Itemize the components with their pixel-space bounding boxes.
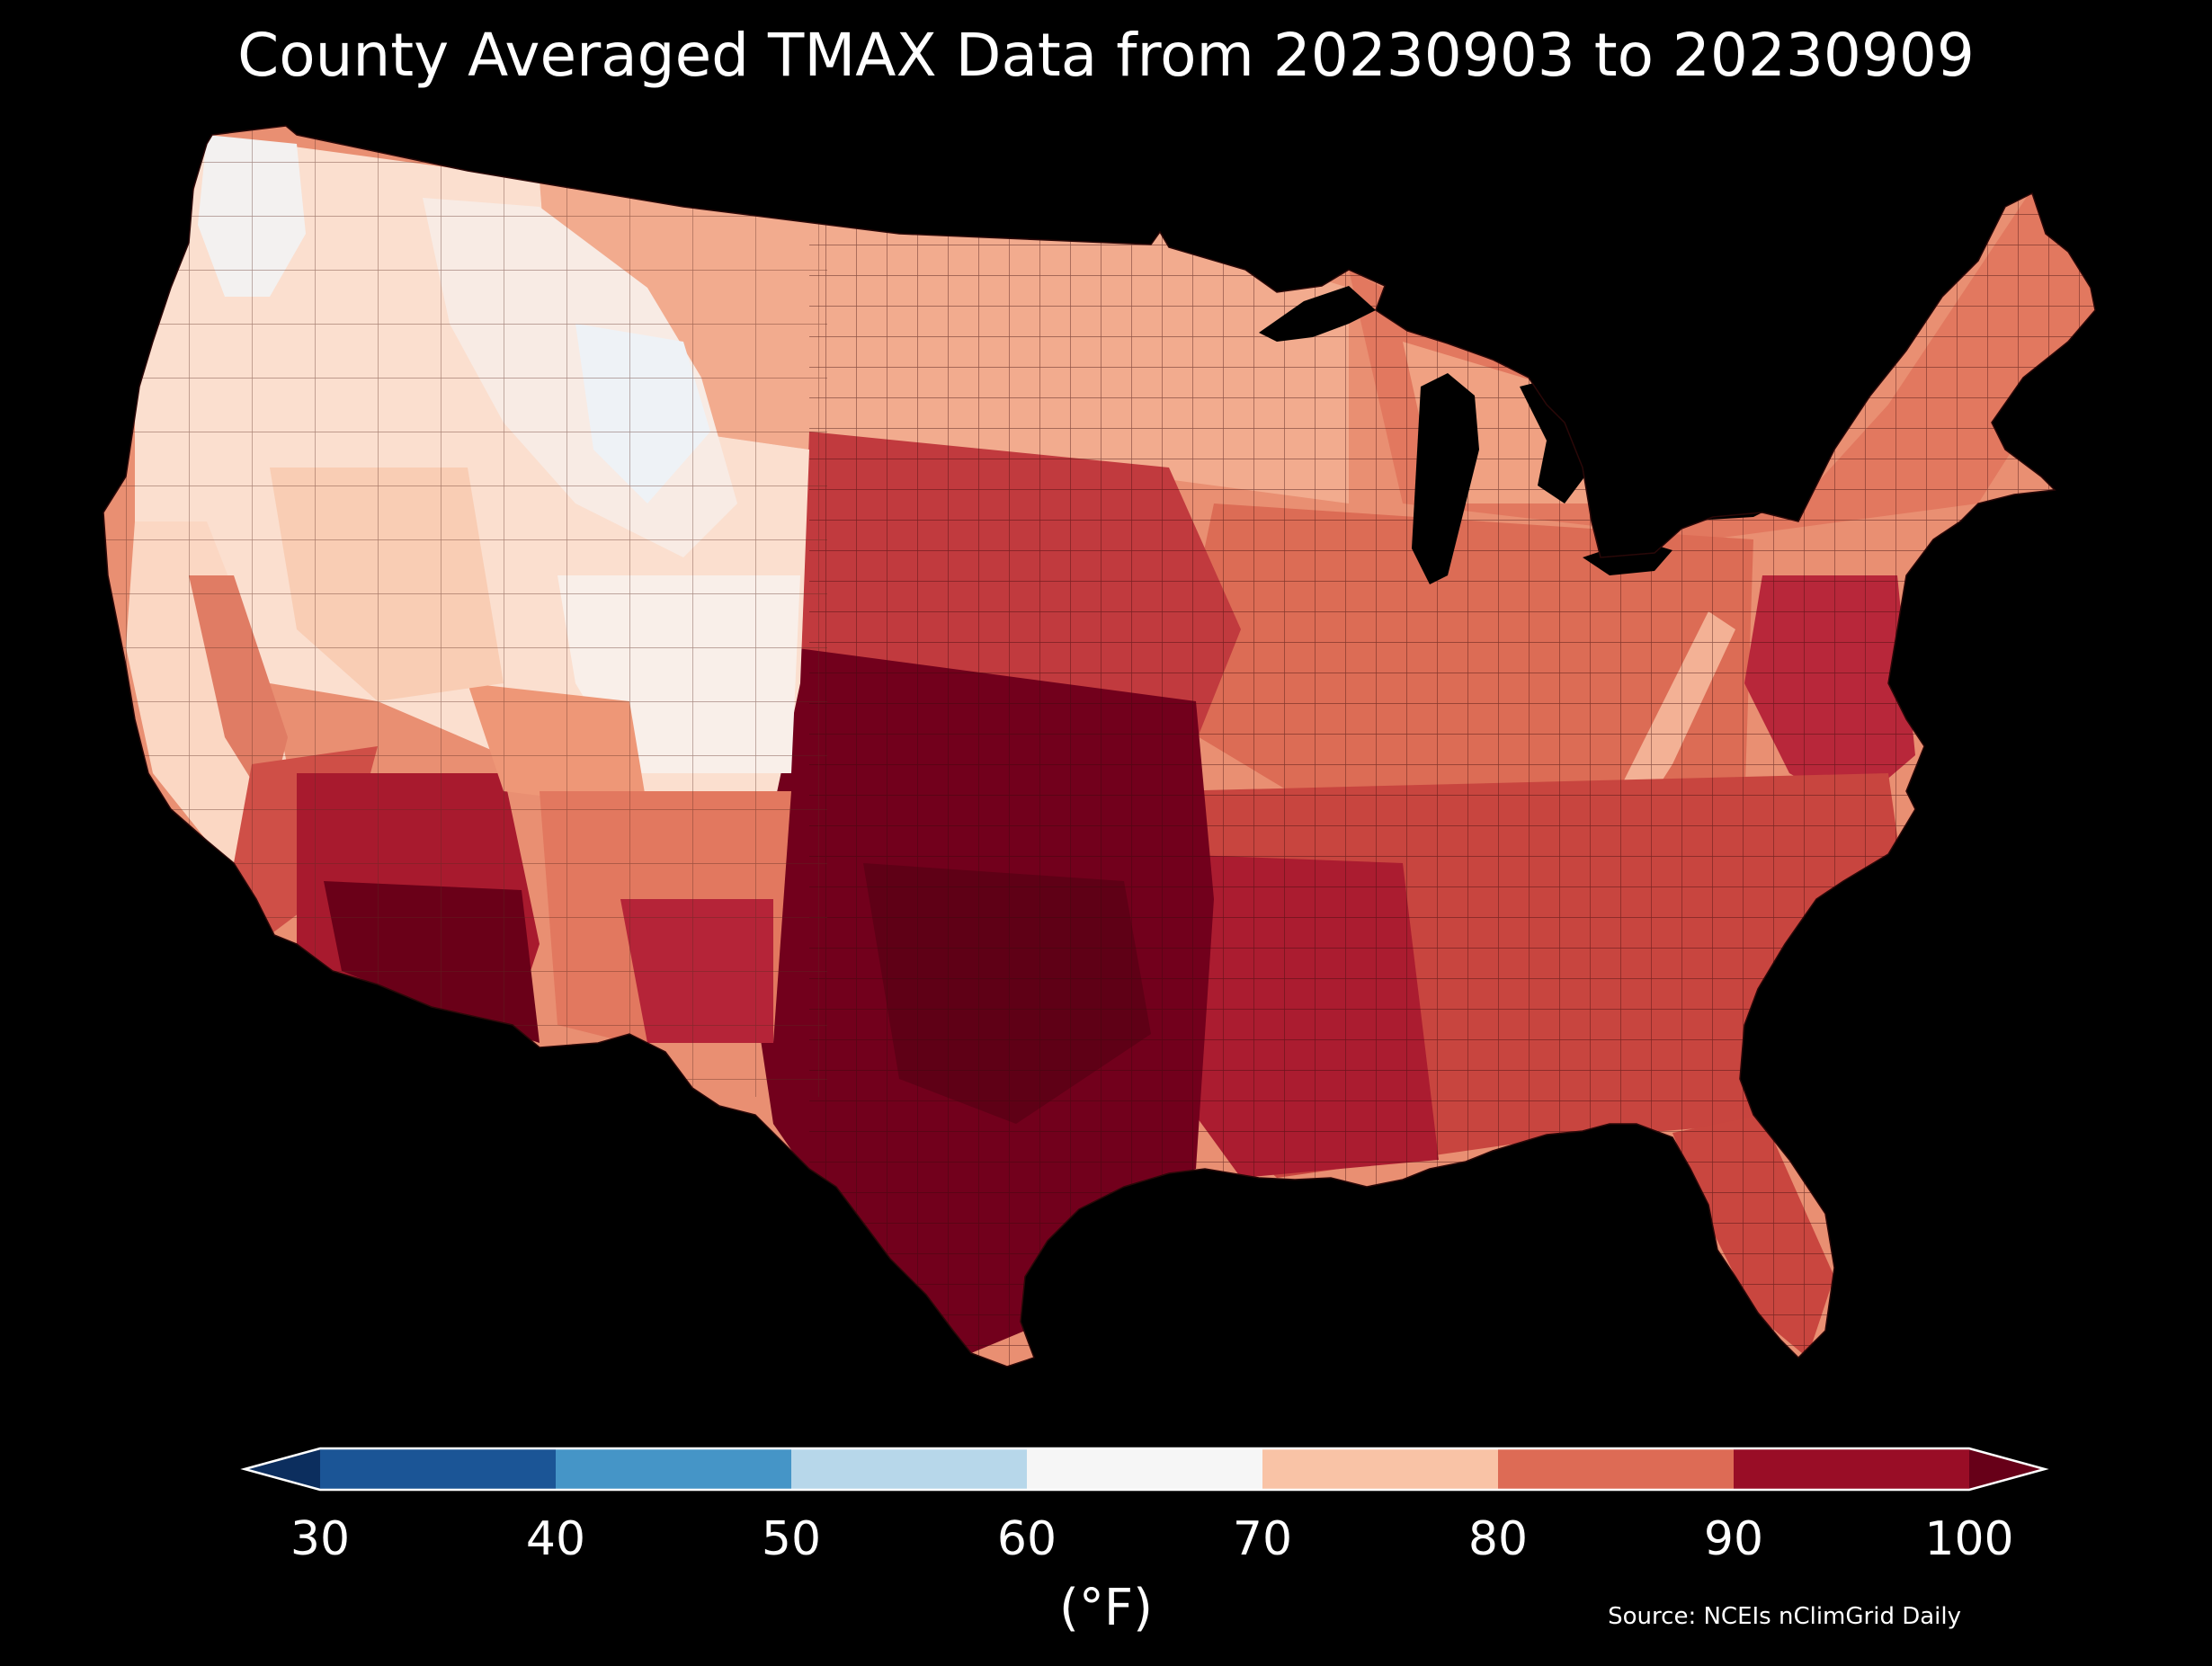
colorbar-under-arrow (245, 1448, 320, 1490)
page-title: County Averaged TMAX Data from 20230903 … (237, 21, 1975, 90)
colorbar-bin (320, 1448, 556, 1490)
colorbar-bin (791, 1448, 1027, 1490)
colorbar-label: (°F) (1059, 1579, 1153, 1637)
colorbar-bin (1262, 1448, 1498, 1490)
colorbar-tick-label: 30 (290, 1512, 351, 1566)
colorbar-bin (1734, 1448, 1969, 1490)
colorbar-bin (556, 1448, 791, 1490)
colorbar-tick-label: 60 (996, 1512, 1057, 1566)
colorbar-tick-label: 50 (761, 1512, 822, 1566)
colorbar-bins (320, 1448, 1969, 1490)
colorbar-over-arrow (1969, 1448, 2045, 1490)
colorbar-outline (240, 1447, 2049, 1492)
source-note: Source: NCEIs nClimGrid Daily (1608, 1603, 1961, 1630)
colorbar-tick-label: 100 (1924, 1512, 2014, 1566)
colorbar-tick-label: 40 (525, 1512, 586, 1566)
colorbar-bin (1027, 1448, 1262, 1490)
colorbar-tick-label: 80 (1467, 1512, 1529, 1566)
colorbar-tick-label: 70 (1232, 1512, 1293, 1566)
colorbar-bin (1498, 1448, 1734, 1490)
colorbar-tick-label: 90 (1703, 1512, 1764, 1566)
great-lakes (1259, 286, 1780, 584)
temperature-regions (103, 126, 2095, 1367)
